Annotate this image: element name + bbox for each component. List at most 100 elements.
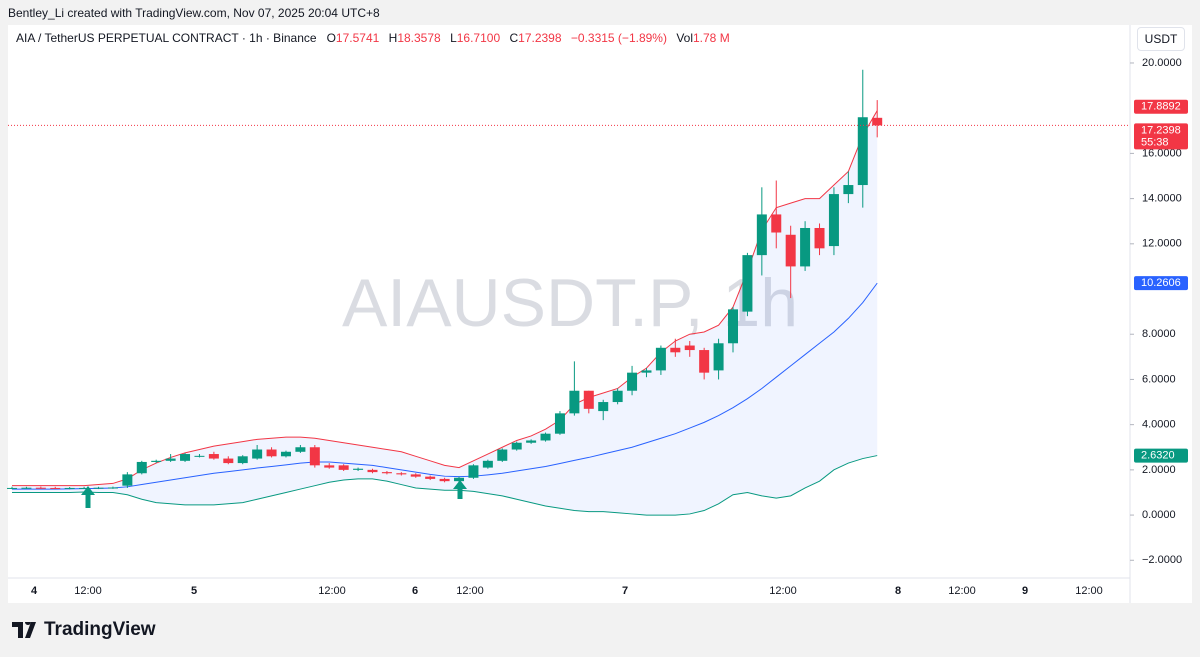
candle-body (655, 347, 666, 371)
x-tick-label: 12:00 (318, 585, 346, 597)
candle-body (93, 487, 104, 489)
candle-body (107, 487, 118, 489)
x-tick-label: 9 (1022, 585, 1028, 597)
x-tick-label: 12:00 (769, 585, 797, 597)
credit: Bentley_Li created with TradingView.com,… (8, 6, 380, 20)
band-line (12, 455, 878, 516)
candle-body (367, 469, 378, 473)
change: −0.3315 (−1.89%) (570, 31, 667, 45)
candle-body (223, 458, 234, 464)
candle-body (165, 458, 176, 461)
y-tick-label: 14.0000 (1142, 193, 1182, 205)
candle-body (785, 234, 796, 267)
candle-body (439, 478, 450, 482)
y-tick-label: 6.0000 (1142, 373, 1176, 385)
candle-body (857, 117, 868, 186)
y-tick-label: −2.0000 (1142, 554, 1182, 566)
volume-key: Vol (676, 31, 693, 45)
price-label: 17.8892 (1141, 101, 1181, 113)
candle-body (396, 473, 407, 475)
symbol: AIA / TetherUS PERPETUAL CONTRACT · 1h ·… (16, 31, 317, 45)
x-tick-label: 4 (31, 585, 38, 597)
price-label-box (1134, 123, 1188, 150)
ohlc-value: 17.2398 (518, 31, 562, 45)
candle-body (742, 255, 753, 312)
x-tick-label: 6 (412, 585, 418, 597)
candle-body (843, 185, 854, 195)
price-label-box (1134, 99, 1188, 114)
candle-body (194, 455, 205, 457)
candle-body (136, 461, 147, 474)
candle-body (814, 227, 825, 249)
candle-body (353, 468, 364, 470)
price-label: 2.6320 (1141, 449, 1175, 461)
watermark: AIAUSDT.P, 1h (342, 265, 798, 341)
band-line (12, 282, 878, 490)
candle-body (497, 449, 508, 461)
candle-body (583, 390, 594, 409)
candle-body (21, 487, 32, 489)
price-label-box (1134, 276, 1188, 291)
candle-body (309, 447, 320, 466)
candle-body (728, 309, 738, 344)
candle-body (511, 442, 522, 450)
candle-body (79, 487, 90, 489)
candle-body (771, 214, 782, 233)
ohlc-key: O (326, 31, 336, 45)
y-tick-label: 4.0000 (1142, 419, 1176, 431)
signal-arrow (81, 486, 95, 508)
candle-body (252, 449, 263, 459)
candle-body (569, 390, 580, 414)
ohlc-key: H (388, 31, 398, 45)
candle-body (151, 460, 162, 462)
candle-body (598, 402, 609, 412)
price-label: 10.2606 (1141, 277, 1181, 289)
currency-button[interactable]: USDT (1137, 27, 1185, 51)
y-tick-label: 12.0000 (1142, 238, 1182, 250)
y-tick-label: 8.0000 (1142, 328, 1176, 340)
signal-arrow (453, 480, 467, 499)
x-tick-label: 12:00 (74, 585, 102, 597)
x-tick-label: 12:00 (1075, 585, 1103, 597)
footer-brand: TradingView (12, 619, 156, 641)
candle-body (713, 343, 724, 371)
candle-body (699, 350, 710, 373)
x-tick-label: 7 (622, 585, 628, 597)
candle-body (280, 451, 291, 457)
candle-body (828, 194, 839, 247)
brand-name: TradingView (44, 619, 156, 640)
ohlc-value: 16.7100 (456, 31, 501, 45)
candle-body (454, 477, 465, 482)
x-tick-label: 5 (191, 585, 197, 597)
x-tick-label: 8 (895, 585, 901, 597)
candle-body (468, 465, 479, 478)
candle-body (324, 465, 335, 468)
ohlc-key: L (450, 31, 457, 45)
candle-body (35, 487, 46, 489)
candle-body (425, 476, 436, 479)
band-fill (12, 110, 878, 516)
y-tick-label: 2.0000 (1142, 464, 1176, 476)
candle-body (7, 487, 17, 489)
candle-body (338, 465, 349, 470)
x-tick-label: 12:00 (948, 585, 976, 597)
candle-body (872, 117, 883, 126)
candle-body (612, 390, 623, 403)
candle-body (64, 487, 75, 489)
candle-body (756, 214, 767, 256)
y-tick-label: 16.0000 (1142, 147, 1182, 159)
ohlc-key: C (509, 31, 519, 45)
candle-body (540, 433, 551, 441)
candle-body (266, 449, 277, 457)
candle-body (800, 227, 811, 267)
candle-body (381, 472, 392, 474)
candle-body (670, 347, 681, 353)
x-tick-label: 12:00 (456, 585, 484, 597)
candle-body (554, 413, 565, 434)
y-tick-label: 20.0000 (1142, 57, 1182, 69)
volume-value: 1.78 M (693, 31, 730, 45)
candle-body (627, 372, 638, 391)
candle-body (237, 456, 248, 464)
